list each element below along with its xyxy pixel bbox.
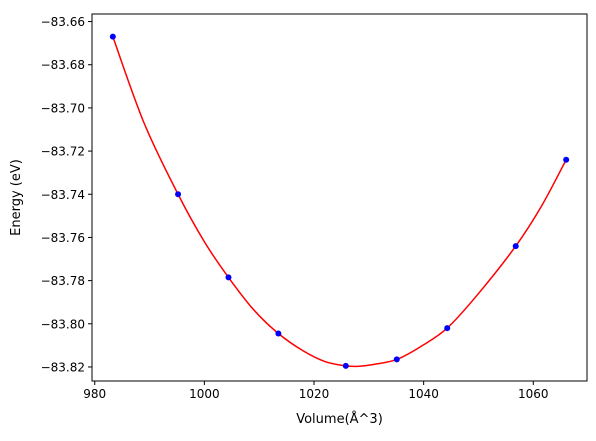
data-point — [225, 274, 232, 281]
data-point — [342, 362, 349, 369]
data-point — [512, 243, 519, 250]
fit-curve-line — [112, 36, 567, 368]
data-point — [444, 325, 451, 332]
plot-frame — [91, 13, 588, 382]
y-tick-label: −83.80 — [41, 317, 85, 331]
y-tick-label: −83.68 — [41, 58, 85, 72]
data-point — [275, 330, 282, 337]
x-tick-label: 980 — [83, 387, 106, 401]
y-tick-label: −83.76 — [41, 231, 85, 245]
y-axis-label: Energy (eV) — [9, 159, 24, 236]
y-tick-label: −83.70 — [41, 101, 85, 115]
y-tick-label: −83.82 — [41, 360, 85, 374]
data-point — [175, 191, 182, 198]
x-tick-label: 1060 — [518, 387, 549, 401]
data-point — [563, 156, 570, 163]
y-tick-label: −83.66 — [41, 15, 85, 29]
y-tick-label: −83.78 — [41, 274, 85, 288]
x-tick-label: 1040 — [408, 387, 439, 401]
x-axis-label: Volume(Å^3) — [296, 411, 383, 427]
y-tick-label: −83.74 — [41, 188, 85, 202]
x-tick-label: 1020 — [299, 387, 330, 401]
axis-layer: 980 1000 1020 1040 1060 −83.66 −83.68 −83.70 −83… — [41, 15, 549, 401]
data-point — [109, 33, 116, 40]
plot-layer — [109, 33, 570, 369]
y-tick-label: −83.72 — [41, 145, 85, 159]
x-tick-label: 1000 — [189, 387, 220, 401]
data-point — [393, 356, 400, 363]
